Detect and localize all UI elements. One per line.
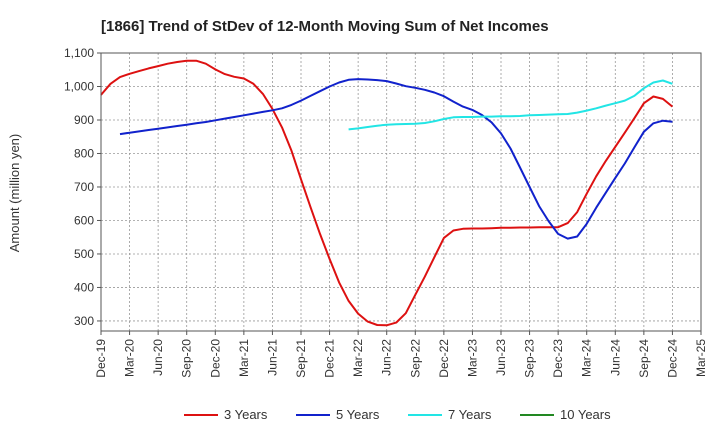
x-tick-label: Dec-19 <box>94 339 108 378</box>
legend-item-3-years: 3 Years <box>184 407 268 422</box>
x-tick-label: Mar-21 <box>237 339 251 377</box>
x-tick-label: Jun-24 <box>608 339 622 376</box>
y-axis-ticks: 300 400 500 600 700 800 900 1,000 1,100 <box>64 46 101 328</box>
x-tick-label: Mar-25 <box>694 339 708 377</box>
legend-item-7-years: 7 Years <box>408 407 492 422</box>
grid <box>100 52 702 331</box>
legend-label: 10 Years <box>560 407 611 422</box>
x-tick-label: Dec-23 <box>551 339 565 378</box>
legend: 3 Years 5 Years 7 Years 10 Years <box>184 407 611 422</box>
x-tick-label: Jun-22 <box>380 339 394 376</box>
x-tick-label: Sep-22 <box>408 339 422 378</box>
x-tick-label: Jun-20 <box>151 339 165 376</box>
x-tick-label: Jun-23 <box>494 339 508 376</box>
plot-frame <box>100 52 702 332</box>
x-tick-label: Jun-21 <box>265 339 279 376</box>
series-lines <box>100 59 674 327</box>
y-tick-label: 300 <box>74 314 94 328</box>
y-tick-label: 1,000 <box>64 79 94 93</box>
y-tick-label: 400 <box>74 280 94 294</box>
y-tick-label: 900 <box>74 113 94 127</box>
x-tick-label: Dec-21 <box>323 339 337 378</box>
series-line-3-years <box>100 59 674 327</box>
y-axis-label: Amount (million yen) <box>7 134 22 253</box>
legend-item-5-years: 5 Years <box>296 407 380 422</box>
legend-label: 3 Years <box>224 407 268 422</box>
y-tick-label: 800 <box>74 146 94 160</box>
y-tick-label: 500 <box>74 247 94 261</box>
legend-item-10-years: 10 Years <box>520 407 611 422</box>
legend-label: 5 Years <box>336 407 380 422</box>
x-tick-label: Dec-22 <box>437 339 451 378</box>
x-tick-label: Mar-20 <box>123 339 137 377</box>
x-tick-label: Mar-24 <box>580 339 594 377</box>
x-tick-label: Sep-20 <box>180 339 194 378</box>
series-line-5-years <box>119 78 673 240</box>
x-tick-label: Sep-21 <box>294 339 308 378</box>
x-tick-label: Mar-22 <box>351 339 365 377</box>
y-tick-label: 1,100 <box>64 46 94 60</box>
x-tick-label: Dec-20 <box>208 339 222 378</box>
series-line-7-years <box>348 79 673 131</box>
x-tick-label: Sep-24 <box>637 339 651 378</box>
x-axis-ticks: Dec-19 Mar-20 Jun-20 Sep-20 Dec-20 Mar-21 Jun-… <box>94 331 708 378</box>
x-tick-label: Dec-24 <box>665 339 679 378</box>
chart-title: [1866] Trend of StDev of 12-Month Moving… <box>101 18 549 35</box>
legend-label: 7 Years <box>448 407 492 422</box>
y-tick-label: 600 <box>74 213 94 227</box>
y-tick-label: 700 <box>74 180 94 194</box>
x-tick-label: Mar-23 <box>465 339 479 377</box>
x-tick-label: Sep-23 <box>523 339 537 378</box>
